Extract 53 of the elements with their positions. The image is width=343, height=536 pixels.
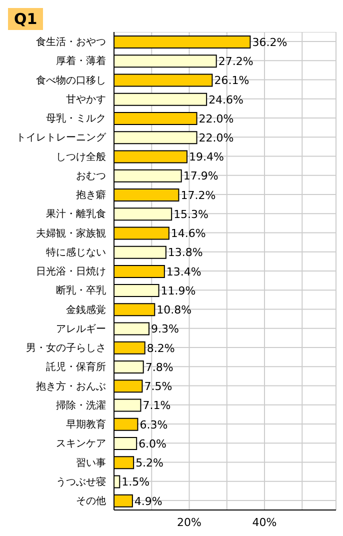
y-tick-label: アレルギー [56, 322, 106, 335]
y-tick-label: 食べ物の口移し [36, 74, 106, 86]
y-tick-label: うつぶせ寝 [56, 476, 106, 488]
y-tick-label: スキンケア [56, 438, 106, 450]
y-tick-label: 掃除・洗濯 [56, 399, 106, 412]
data-label: 6.3% [140, 418, 168, 432]
data-label: 19.4% [188, 150, 224, 164]
data-label: 14.6% [170, 227, 206, 240]
y-tick-label: しつけ全般 [56, 150, 106, 163]
y-tick-label: 抱き癖 [76, 189, 106, 202]
data-label: 13.8% [168, 246, 203, 260]
data-label: 24.6% [208, 93, 244, 106]
chart-title: Q1 [8, 8, 44, 30]
y-tick-label: 厚着・薄着 [56, 55, 106, 68]
data-label: 17.9% [183, 170, 218, 183]
data-label: 4.9% [134, 494, 162, 508]
y-tick-label: 日光浴・日焼け [36, 266, 106, 278]
y-tick-label: 早期教育 [66, 418, 106, 431]
data-label: 36.2% [252, 36, 288, 49]
y-tick-label: 金銭感覚 [66, 304, 106, 316]
data-label: 27.2% [218, 55, 254, 68]
y-tick-label: 甘やかす [66, 93, 106, 106]
y-tick-label: 果汁・離乳食 [46, 208, 106, 220]
y-tick-label: その他 [76, 494, 106, 507]
data-label: 22.0% [198, 132, 234, 145]
data-label: 6.0% [138, 437, 167, 450]
data-label: 15.3% [174, 208, 209, 221]
data-label: 22.0% [198, 112, 234, 126]
y-tick-label: トイレトレーニング [16, 132, 107, 144]
y-tick-label: 断乳・卒乳 [56, 284, 106, 297]
data-label: 7.5% [144, 380, 172, 394]
y-tick-label: 抱き方・おんぶ [36, 380, 106, 392]
y-tick-label: 男・女の子らしさ [26, 342, 106, 354]
data-label: 9.3% [150, 322, 179, 336]
data-label: 7.1% [142, 399, 171, 412]
data-label: 5.2% [136, 456, 164, 470]
y-tick-label: 食生活・おやつ [36, 36, 106, 48]
y-tick-label: 母乳・ミルク [46, 112, 106, 125]
data-label: 17.2% [180, 188, 216, 202]
y-tick-label: 託児・保育所 [46, 361, 106, 374]
x-tick-label: 20% [177, 516, 202, 529]
data-label: 8.2% [146, 342, 175, 355]
data-label: 1.5% [122, 476, 150, 489]
y-tick-label: おむつ [76, 170, 106, 182]
data-label: 11.9% [160, 284, 196, 298]
y-tick-label: 習い事 [76, 456, 106, 469]
y-tick-label: 夫婦観・家族観 [36, 227, 106, 240]
data-label: 13.4% [166, 265, 202, 278]
data-label: 7.8% [145, 360, 174, 374]
y-tick-label: 特に感じない [46, 246, 106, 258]
data-label: 26.1% [214, 74, 250, 88]
data-label: 10.8% [156, 304, 192, 317]
x-tick-label: 40% [252, 516, 277, 529]
